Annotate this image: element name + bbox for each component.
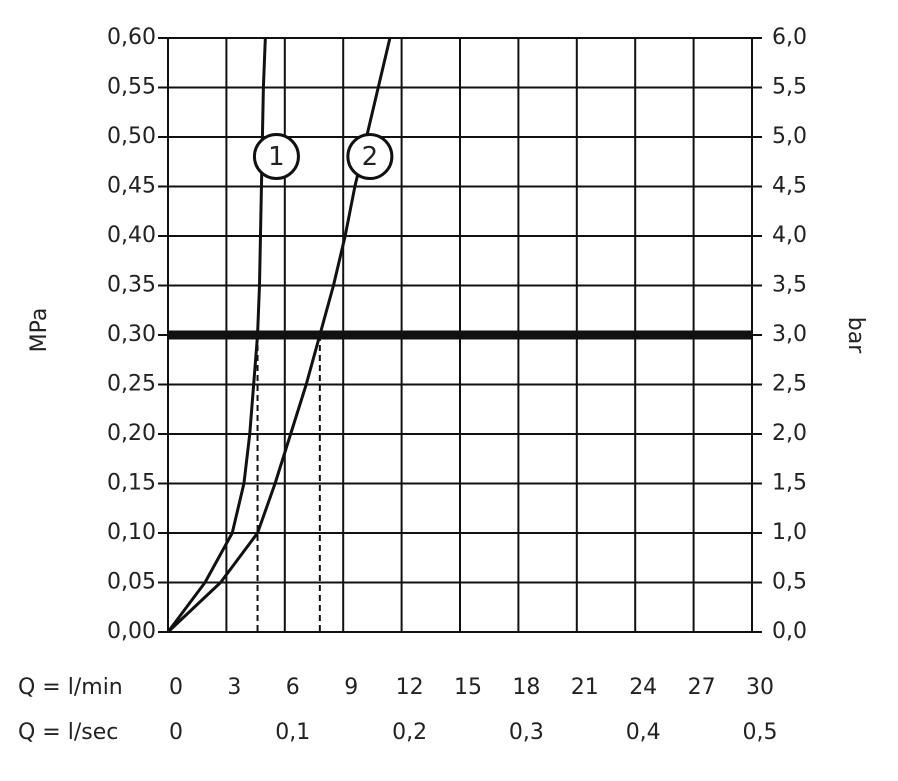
x2-tick-label: 0,1 — [275, 720, 310, 745]
x-tick-label: 6 — [286, 675, 300, 700]
y2-tick-label: 4,5 — [772, 174, 807, 199]
y2-axis-label: bar — [843, 317, 868, 354]
y-tick-label: 0,30 — [107, 322, 156, 347]
y-tick-label: 0,35 — [107, 273, 156, 298]
x2-axis-label: Q = l/sec — [18, 720, 118, 745]
y2-tick-label: 5,0 — [772, 124, 807, 149]
curve-marker — [252, 133, 300, 180]
x2-tick-label: 0,5 — [743, 720, 778, 745]
y-tick-label: 0,20 — [107, 421, 156, 446]
y-tick-label: 0,50 — [107, 124, 156, 149]
x-tick-label: 21 — [571, 675, 599, 700]
x-tick-label: 15 — [454, 675, 482, 700]
y-tick-label: 0,15 — [107, 471, 156, 496]
y-tick-label: 0,45 — [107, 174, 156, 199]
x2-tick-label: 0,4 — [626, 720, 661, 745]
y2-tick-label: 1,0 — [772, 520, 807, 545]
y2-tick-label: 1,5 — [772, 471, 807, 496]
y-tick-label: 0,05 — [107, 570, 156, 595]
y-tick-label: 0,60 — [107, 25, 156, 50]
y2-tick-label: 6,0 — [772, 25, 807, 50]
x-tick-label: 27 — [688, 675, 716, 700]
curve-label: 1 — [268, 142, 285, 172]
y2-tick-label: 0,5 — [772, 570, 807, 595]
x-tick-label: 30 — [746, 675, 774, 700]
y2-tick-label: 4,0 — [772, 223, 807, 248]
curve-marker — [346, 133, 394, 180]
y2-tick-label: 3,5 — [772, 273, 807, 298]
y-tick-label: 0,10 — [107, 520, 156, 545]
x2-tick-label: 0 — [169, 720, 183, 745]
y-axis-label: MPa — [27, 308, 52, 353]
x-axis-label: Q = l/min — [18, 675, 123, 700]
x2-tick-label: 0,2 — [392, 720, 427, 745]
y2-tick-label: 0,0 — [772, 619, 807, 644]
x-tick-label: 9 — [344, 675, 358, 700]
y-tick-label: 0,55 — [107, 75, 156, 100]
x-tick-label: 0 — [169, 675, 183, 700]
y2-tick-label: 2,0 — [772, 421, 807, 446]
y-tick-label: 0,00 — [107, 619, 156, 644]
y-tick-label: 0,25 — [107, 372, 156, 397]
curve-label: 2 — [362, 142, 379, 172]
x-tick-label: 24 — [629, 675, 657, 700]
y-tick-label: 0,40 — [107, 223, 156, 248]
y2-tick-label: 2,5 — [772, 372, 807, 397]
x-tick-label: 12 — [396, 675, 424, 700]
x-tick-label: 3 — [227, 675, 241, 700]
y2-tick-label: 5,5 — [772, 75, 807, 100]
x-tick-label: 18 — [512, 675, 540, 700]
x2-tick-label: 0,3 — [509, 720, 544, 745]
y2-tick-label: 3,0 — [772, 322, 807, 347]
